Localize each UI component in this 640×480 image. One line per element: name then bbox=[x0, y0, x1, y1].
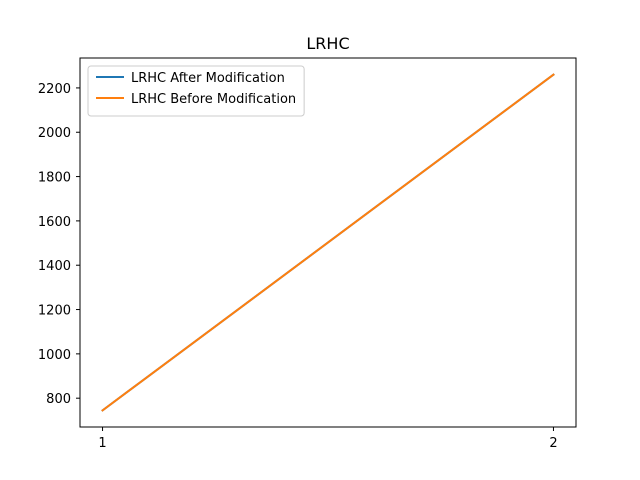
y-axis: 800 1000 1200 1400 1600 1800 2000 2200 bbox=[38, 82, 80, 407]
chart-title: LRHC bbox=[306, 34, 349, 53]
series-line-1 bbox=[101, 73, 555, 412]
y-tick-label: 1400 bbox=[38, 259, 71, 274]
y-tick-label: 1600 bbox=[38, 215, 71, 230]
y-tick-label: 2000 bbox=[38, 126, 71, 141]
y-tick-label: 1000 bbox=[38, 348, 71, 363]
plot-frame bbox=[79, 57, 577, 428]
legend-label: LRHC Before Modification bbox=[131, 92, 296, 107]
y-tick-label: 1800 bbox=[38, 171, 71, 186]
legend-label: LRHC After Modification bbox=[131, 71, 285, 86]
legend: LRHC After Modification LRHC Before Modif… bbox=[87, 65, 305, 117]
legend-box bbox=[87, 65, 305, 117]
y-tick-label: 1200 bbox=[38, 304, 71, 319]
x-tick-label: 1 bbox=[98, 436, 106, 451]
y-tick-label: 2200 bbox=[38, 82, 71, 97]
series-layer bbox=[101, 73, 555, 412]
y-tick-label: 800 bbox=[46, 392, 71, 407]
x-tick-label: 2 bbox=[549, 436, 557, 451]
